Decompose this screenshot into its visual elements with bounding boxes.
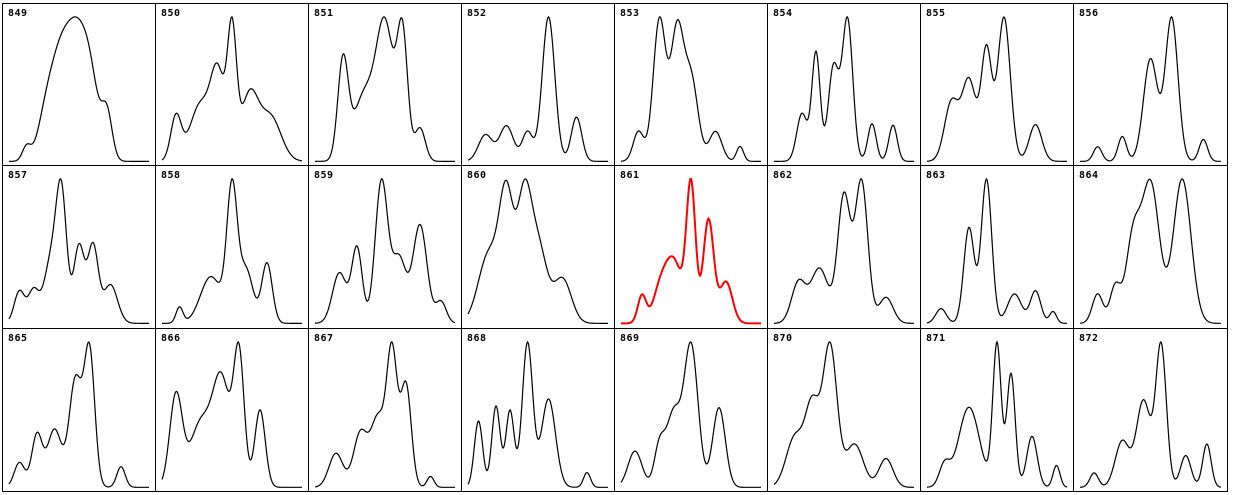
panel-label: 856 [1079, 8, 1099, 19]
chart-panel-869: 869 [615, 328, 768, 491]
panel-plot [1074, 166, 1227, 327]
chart-panel-872: 872 [1074, 329, 1227, 491]
chart-panel-864: 864 [1074, 166, 1227, 329]
panel-label: 867 [314, 332, 334, 344]
panel-plot [462, 4, 614, 165]
series-line [9, 17, 149, 161]
panel-plot [462, 329, 614, 491]
series-line [468, 179, 608, 323]
chart-panel-859: 859 [309, 166, 462, 329]
panel-plot [615, 166, 767, 327]
chart-panel-865: 865 [3, 328, 156, 491]
panel-plot [768, 4, 920, 165]
series-line [162, 17, 302, 161]
chart-panel-849: 849 [3, 4, 156, 167]
chart-panel-860: 860 [462, 166, 615, 329]
chart-panel-863: 863 [921, 166, 1074, 329]
panel-plot [3, 4, 155, 165]
series-line [315, 342, 455, 487]
chart-panel-855: 855 [921, 4, 1074, 167]
panel-label: 871 [926, 332, 946, 344]
panel-plot [615, 4, 767, 165]
chart-panel-871: 871 [921, 328, 1074, 491]
panel-plot [309, 4, 461, 165]
panel-label: 860 [467, 170, 487, 182]
series-line [1080, 17, 1221, 161]
series-line [927, 179, 1067, 323]
panel-label: 870 [773, 332, 793, 344]
chart-panel-858: 858 [156, 166, 309, 329]
series-line [774, 17, 914, 161]
panel-plot [1074, 4, 1227, 165]
series-line [1080, 179, 1221, 323]
series-line [162, 179, 302, 323]
panel-label: 863 [926, 170, 946, 182]
chart-panel-868: 868 [462, 328, 615, 491]
panel-plot [768, 329, 920, 491]
panel-label: 866 [161, 332, 181, 344]
series-line [9, 342, 149, 487]
panel-plot [156, 166, 308, 327]
panel-label: 851 [314, 8, 334, 19]
series-line [468, 17, 608, 161]
chart-panel-853: 853 [615, 4, 768, 167]
panel-plot [3, 166, 155, 327]
chart-panel-851: 851 [309, 4, 462, 167]
panel-label: 854 [773, 8, 793, 19]
panel-label: 857 [8, 170, 28, 182]
panel-plot [309, 166, 461, 327]
panel-plot [921, 166, 1073, 327]
chart-panel-861: 861 [615, 166, 768, 329]
chart-panel-870: 870 [768, 328, 921, 491]
highlighted-series-line [621, 179, 761, 323]
chart-panel-854: 854 [768, 4, 921, 167]
panel-label: 865 [8, 332, 28, 344]
panel-label: 849 [8, 8, 28, 19]
panel-plot [921, 329, 1073, 491]
chart-panel-850: 850 [156, 4, 309, 167]
series-line [9, 179, 149, 323]
panel-label: 858 [161, 170, 181, 182]
panel-label: 862 [773, 170, 793, 182]
panel-plot [768, 166, 920, 327]
panel-plot [1074, 329, 1227, 491]
series-line [774, 179, 914, 323]
series-line [315, 179, 455, 323]
panel-label: 869 [620, 332, 640, 344]
panel-label: 868 [467, 332, 487, 344]
panel-label: 853 [620, 8, 640, 19]
chart-grid: 849 850 851 852 853 854 855 856 857 858 859 860 861 8… [2, 3, 1228, 492]
chart-panel-852: 852 [462, 4, 615, 167]
series-line [621, 17, 761, 161]
series-line [1080, 342, 1221, 487]
chart-panel-857: 857 [3, 166, 156, 329]
panel-label: 872 [1079, 332, 1099, 344]
panel-label: 852 [467, 8, 487, 19]
panel-label: 864 [1079, 170, 1099, 182]
panel-label: 859 [314, 170, 334, 182]
chart-panel-856: 856 [1074, 4, 1227, 167]
panel-label: 855 [926, 8, 946, 19]
series-line [468, 342, 608, 487]
panel-plot [921, 4, 1073, 165]
series-line [774, 342, 914, 487]
chart-panel-866: 866 [156, 328, 309, 491]
panel-plot [3, 329, 155, 491]
series-line [621, 342, 761, 487]
panel-plot [156, 329, 308, 491]
series-line [927, 17, 1067, 161]
panel-plot [156, 4, 308, 165]
series-line [315, 17, 455, 161]
panel-plot [615, 329, 767, 491]
chart-panel-862: 862 [768, 166, 921, 329]
series-line [162, 342, 302, 487]
panel-plot [309, 329, 461, 491]
chart-panel-867: 867 [309, 328, 462, 491]
panel-label: 861 [620, 170, 640, 182]
panel-label: 850 [161, 8, 181, 19]
panel-plot [462, 166, 614, 327]
series-line [927, 342, 1067, 487]
